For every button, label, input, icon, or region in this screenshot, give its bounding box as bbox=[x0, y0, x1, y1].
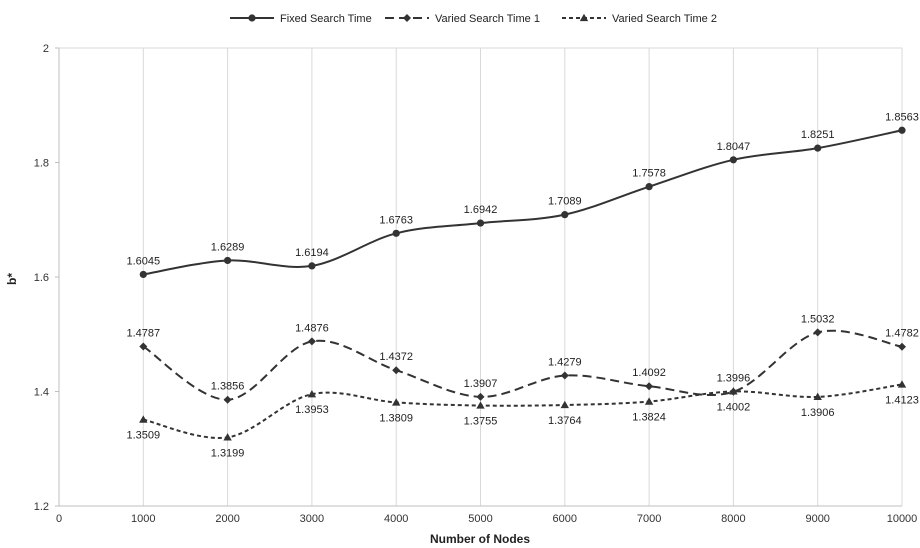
data-label: 1.5032 bbox=[801, 313, 835, 325]
x-tick-label: 6000 bbox=[553, 513, 577, 525]
data-label: 1.8047 bbox=[717, 141, 751, 153]
series-line bbox=[143, 383, 903, 439]
y-tick-label: 1.8 bbox=[34, 158, 49, 170]
data-point bbox=[392, 229, 400, 237]
data-point bbox=[814, 144, 822, 152]
data-label: 1.4372 bbox=[379, 351, 413, 363]
data-point bbox=[139, 342, 148, 351]
data-label: 1.3996 bbox=[717, 373, 751, 385]
legend-item: Fixed Search Time bbox=[230, 13, 372, 25]
legend-item: Varied Search Time 1 bbox=[385, 13, 540, 25]
y-tick-label: 2 bbox=[43, 43, 49, 55]
data-point bbox=[645, 183, 653, 191]
data-point bbox=[139, 270, 147, 279]
x-tick-label: 2000 bbox=[215, 513, 239, 525]
data-point bbox=[476, 401, 485, 409]
data-point bbox=[898, 342, 906, 351]
legend-marker bbox=[579, 13, 589, 22]
x-axis-title: Number of Nodes bbox=[430, 532, 530, 546]
data-label: 1.3906 bbox=[801, 407, 835, 419]
axes: 0 1000 2000 3000 4000 5000 6000 7000 8000 9000 100… bbox=[34, 43, 918, 525]
x-tick-label: 3000 bbox=[300, 513, 324, 525]
data-label: 1.8251 bbox=[801, 129, 835, 141]
data-label: 1.3907 bbox=[464, 378, 498, 390]
data-labels: 1.6045 1.6289 1.6194 1.6763 1.6942 1.7089 1.75… bbox=[126, 111, 918, 459]
data-label: 1.3199 bbox=[211, 447, 245, 459]
data-label: 1.3953 bbox=[295, 404, 329, 416]
data-point bbox=[560, 400, 569, 409]
series-group bbox=[139, 126, 907, 441]
series-line bbox=[142, 329, 903, 401]
legend-item: Varied Search Time 2 bbox=[562, 13, 717, 25]
x-tick-label: 8000 bbox=[721, 513, 745, 525]
y-tick-label: 1.4 bbox=[34, 387, 49, 399]
data-label: 1.4876 bbox=[295, 322, 329, 334]
data-point bbox=[476, 219, 485, 227]
data-point bbox=[898, 126, 906, 134]
x-tick-label: 5000 bbox=[468, 513, 492, 525]
data-label: 1.4787 bbox=[126, 327, 160, 339]
data-label: 1.7089 bbox=[548, 196, 582, 208]
legend-marker bbox=[248, 14, 256, 22]
legend-label: Varied Search Time 1 bbox=[435, 13, 540, 25]
data-point bbox=[307, 337, 316, 346]
data-label: 1.3809 bbox=[379, 412, 413, 424]
series-1 bbox=[139, 126, 906, 279]
y-axis-title: b* bbox=[5, 273, 19, 285]
data-point bbox=[813, 392, 822, 401]
grid bbox=[142, 48, 903, 506]
data-point bbox=[223, 433, 232, 441]
data-label: 1.6942 bbox=[464, 204, 498, 216]
data-label: 1.4279 bbox=[548, 357, 582, 369]
data-point bbox=[392, 398, 401, 406]
x-tick-label: 9000 bbox=[805, 513, 829, 525]
data-label: 1.3755 bbox=[464, 416, 498, 428]
data-label: 1.3856 bbox=[211, 381, 245, 393]
data-point bbox=[561, 211, 569, 219]
data-point bbox=[307, 389, 317, 398]
data-point bbox=[223, 395, 232, 404]
legend-label: Fixed Search Time bbox=[280, 13, 372, 25]
series-3 bbox=[139, 380, 907, 441]
x-tick-label: 7000 bbox=[637, 513, 661, 525]
data-point bbox=[308, 262, 316, 270]
data-label: 1.3509 bbox=[126, 430, 160, 442]
data-label: 1.6045 bbox=[126, 255, 160, 267]
y-tick-label: 1.2 bbox=[34, 501, 49, 513]
data-label: 1.6763 bbox=[379, 214, 413, 226]
x-tick-label: 10000 bbox=[887, 513, 918, 525]
data-label: 1.6289 bbox=[211, 241, 245, 253]
data-label: 1.4092 bbox=[632, 367, 666, 379]
data-label: 1.3824 bbox=[632, 412, 666, 424]
series-line bbox=[143, 129, 903, 276]
legend-label: Varied Search Time 2 bbox=[612, 13, 717, 25]
legend-marker bbox=[403, 14, 411, 22]
data-label: 1.7578 bbox=[632, 168, 666, 180]
data-point bbox=[224, 256, 232, 265]
data-label: 1.4782 bbox=[885, 328, 919, 340]
data-point bbox=[476, 392, 485, 401]
legend: Fixed Search Time Varied Search Time 1 Var… bbox=[230, 13, 717, 25]
data-label: 1.6194 bbox=[295, 247, 329, 259]
data-point bbox=[897, 380, 907, 388]
data-label: 1.4123 bbox=[885, 394, 919, 406]
data-point bbox=[139, 415, 148, 423]
data-point bbox=[392, 366, 401, 375]
data-label: 1.8563 bbox=[885, 111, 919, 123]
y-tick-label: 1.6 bbox=[34, 272, 49, 284]
data-point bbox=[645, 382, 654, 391]
data-point bbox=[729, 387, 738, 395]
data-point bbox=[813, 328, 822, 337]
series-2 bbox=[139, 328, 906, 404]
x-tick-label: 0 bbox=[56, 513, 62, 525]
x-tick-label: 4000 bbox=[384, 513, 408, 525]
data-point bbox=[560, 371, 569, 380]
data-point bbox=[729, 156, 738, 164]
data-label: 1.3764 bbox=[548, 415, 582, 427]
data-label: 1.4002 bbox=[717, 401, 751, 413]
data-point bbox=[644, 397, 654, 405]
x-tick-label: 1000 bbox=[131, 513, 155, 525]
